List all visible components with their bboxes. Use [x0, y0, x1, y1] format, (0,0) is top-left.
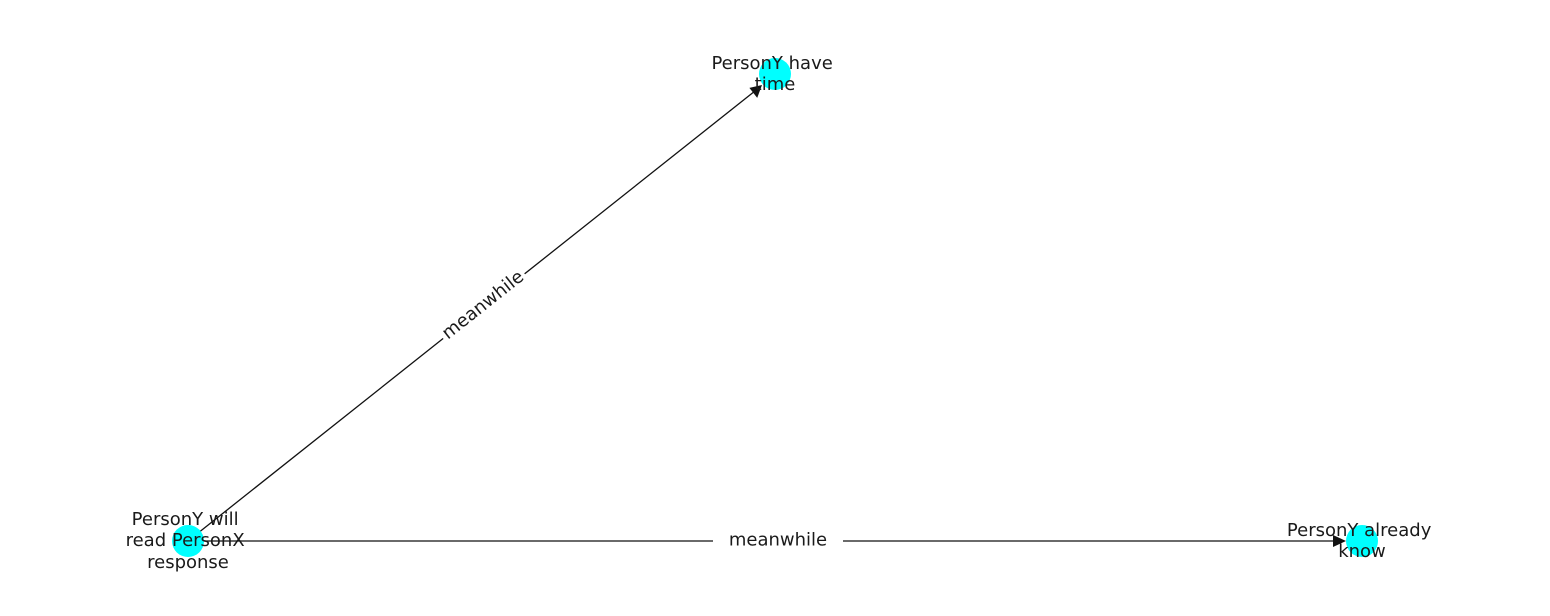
node-label: PersonY will read PersonX response — [126, 509, 251, 573]
node-label: PersonY already know — [1287, 520, 1437, 562]
edge-label: meanwhile — [438, 266, 528, 343]
edge-label-background — [433, 261, 533, 349]
node-label: PersonY have time — [711, 53, 838, 95]
node-persony-will-read[interactable]: PersonY will read PersonX response — [126, 509, 251, 573]
arrow-head-icon — [749, 85, 762, 98]
arrow-head-icon — [1333, 535, 1346, 547]
edge-label-background — [713, 527, 843, 555]
edge-n1-n3: meanwhile — [188, 527, 1346, 555]
node-persony-have-time[interactable]: PersonY have time — [711, 53, 838, 95]
node-circle — [759, 58, 791, 90]
edge-n1-n2: meanwhile — [187, 85, 762, 542]
edge-label: meanwhile — [729, 530, 827, 551]
node-circle — [172, 525, 204, 557]
node-circle — [1346, 525, 1378, 557]
node-persony-already-know[interactable]: PersonY already know — [1287, 520, 1437, 562]
